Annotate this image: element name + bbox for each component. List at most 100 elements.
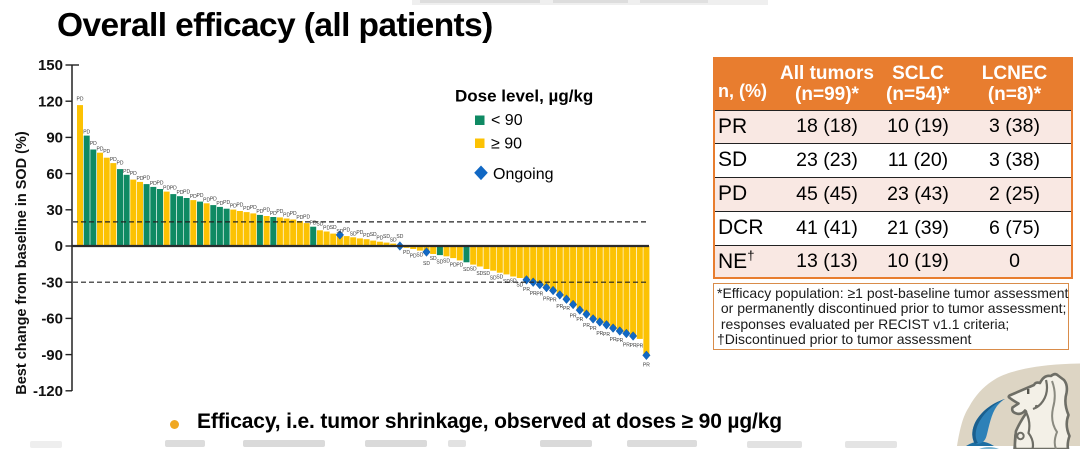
svg-text:≥ 90: ≥ 90 [491, 136, 522, 153]
svg-text:< 90: < 90 [491, 112, 523, 129]
svg-text:PD: PD [137, 176, 144, 182]
svg-text:PD: PD [356, 230, 363, 236]
svg-text:PD: PD [90, 141, 97, 147]
svg-text:PD: PD [97, 147, 104, 153]
svg-text:PD: PD [243, 206, 250, 212]
svg-text:PD: PD [363, 233, 370, 239]
svg-text:SD: SD [370, 232, 377, 238]
svg-text:-90: -90 [41, 347, 63, 364]
svg-text:PD: PD [296, 215, 303, 221]
svg-text:90: 90 [46, 130, 63, 147]
svg-text:PR: PR [563, 306, 570, 312]
svg-text:PD: PD [376, 236, 383, 242]
svg-text:PD: PD [183, 189, 190, 195]
svg-text:30: 30 [46, 202, 63, 219]
svg-text:SD: SD [476, 271, 483, 277]
svg-text:PR: PR [643, 362, 650, 368]
svg-text:SD: SD [463, 267, 470, 273]
svg-text:PD: PD [216, 201, 223, 207]
svg-text:PD: PD [250, 205, 257, 211]
svg-text:-30: -30 [41, 274, 63, 291]
svg-text:PD: PD [83, 130, 90, 136]
svg-text:PR: PR [583, 323, 590, 329]
svg-text:PD: PD [150, 181, 157, 187]
svg-text:SD: SD [390, 238, 397, 244]
svg-text:PD: PD [157, 180, 164, 186]
svg-text:PR: PR [636, 344, 643, 350]
svg-text:SD: SD [383, 234, 390, 240]
svg-text:SD: SD [350, 231, 357, 237]
svg-text:60: 60 [46, 166, 63, 183]
svg-text:PD: PD [163, 186, 170, 192]
svg-text:SD: SD [510, 279, 517, 285]
svg-text:PD: PD [190, 194, 197, 200]
svg-text:PD: PD [177, 190, 184, 196]
svg-text:SD: SD [470, 267, 477, 273]
svg-text:PD: PD [143, 176, 150, 182]
svg-text:PR: PR [623, 343, 630, 349]
svg-text:PR: PR [610, 337, 617, 343]
svg-text:PD: PD [310, 221, 317, 227]
svg-text:PR: PR [536, 292, 543, 298]
svg-text:PR: PR [550, 298, 557, 304]
svg-text:PD: PD [203, 197, 210, 203]
svg-text:PD: PD [410, 254, 417, 260]
svg-text:SD: SD [483, 271, 490, 277]
svg-text:SD: SD [316, 222, 323, 228]
svg-text:SD: SD [336, 229, 343, 235]
svg-text:PD: PD [263, 207, 270, 213]
svg-text:PD: PD [230, 204, 237, 210]
svg-text:150: 150 [38, 57, 63, 74]
svg-text:PD: PD [123, 169, 130, 175]
svg-text:SD: SD [430, 256, 437, 262]
svg-text:0: 0 [55, 238, 63, 255]
svg-text:PD: PD [223, 200, 230, 206]
svg-text:PD: PD [343, 228, 350, 234]
svg-text:PD: PD [170, 186, 177, 192]
svg-text:SD: SD [436, 260, 443, 266]
svg-text:PR: PR [570, 314, 577, 320]
svg-text:PD: PD [236, 202, 243, 208]
svg-text:PD: PD [290, 211, 297, 217]
svg-text:PD: PD [103, 149, 110, 155]
svg-text:PD: PD [270, 211, 277, 217]
svg-text:PD: PD [110, 157, 117, 163]
svg-text:PR: PR [616, 338, 623, 344]
svg-text:PD: PD [117, 161, 124, 167]
svg-text:PD: PD [303, 215, 310, 221]
svg-text:SD: SD [443, 258, 450, 264]
svg-text:SD: SD [490, 275, 497, 281]
svg-text:Best change from baseline in S: Best change from baseline in SOD (%) [14, 131, 30, 395]
svg-text:PD: PD [276, 209, 283, 215]
svg-text:PD: PD [283, 213, 290, 219]
svg-text:SD: SD [330, 225, 337, 231]
svg-text:PD: PD [323, 226, 330, 232]
svg-text:SD: SD [396, 234, 403, 240]
svg-text:PD: PD [256, 209, 263, 215]
svg-text:PR: PR [603, 332, 610, 338]
svg-text:PD: PD [403, 250, 410, 256]
svg-text:PD: PD [456, 262, 463, 268]
svg-text:PD: PD [197, 193, 204, 199]
svg-text:SD: SD [423, 261, 430, 267]
svg-text:PR: PR [630, 343, 637, 349]
svg-text:Dose level, µg/kg: Dose level, µg/kg [455, 87, 593, 106]
svg-text:-60: -60 [41, 311, 63, 328]
svg-text:PR: PR [523, 287, 530, 293]
svg-text:PR: PR [556, 304, 563, 310]
svg-text:PD: PD [77, 97, 84, 103]
svg-text:PD: PD [130, 171, 137, 177]
svg-text:PR: PR [596, 331, 603, 337]
svg-text:PR: PR [543, 297, 550, 303]
svg-text:PD: PD [450, 263, 457, 269]
svg-text:120: 120 [38, 93, 63, 110]
svg-text:PR: PR [590, 326, 597, 332]
svg-text:PR: PR [576, 317, 583, 323]
svg-text:PD: PD [210, 197, 217, 203]
svg-text:-120: -120 [33, 383, 63, 400]
svg-text:PR: PR [530, 291, 537, 297]
svg-text:SD: SD [516, 283, 523, 289]
svg-text:SD: SD [496, 275, 503, 281]
svg-text:Ongoing: Ongoing [493, 166, 554, 183]
svg-text:SD: SD [416, 253, 423, 259]
